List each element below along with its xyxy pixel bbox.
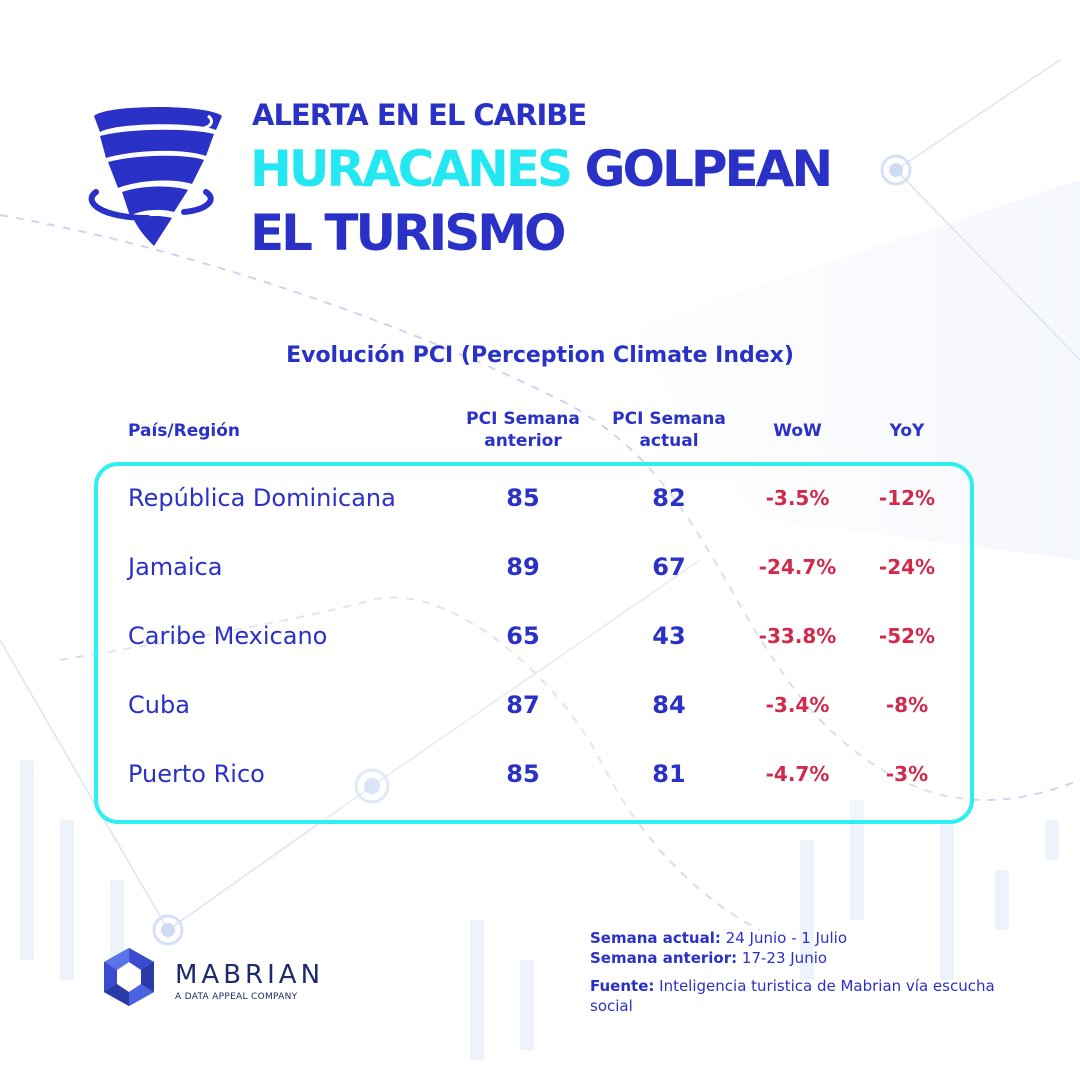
row-yoy: -8%	[885, 693, 929, 717]
table-row: Jamaica 89 67 -24.7% -24%	[0, 547, 1080, 587]
row-pci-previous: 89	[506, 553, 540, 581]
brand-name: MABRIAN	[175, 960, 325, 990]
table-row: Caribe Mexicano 65 43 -33.8% -52%	[0, 616, 1080, 656]
header-kicker: ALERTA EN EL CARIBE	[252, 98, 587, 132]
row-country: Caribe Mexicano	[128, 622, 328, 650]
row-yoy: -24%	[878, 555, 936, 579]
note-source: Fuente: Inteligencia turistica de Mabria…	[590, 976, 1010, 1016]
column-header-previous-week: PCI Semana anterior	[448, 408, 598, 452]
mabrian-logo-icon	[104, 948, 154, 1006]
row-pci-current: 81	[652, 760, 686, 788]
note-current-label: Semana actual:	[590, 929, 721, 947]
column-header-current-week: PCI Semana actual	[594, 408, 744, 452]
row-pci-previous: 85	[506, 484, 540, 512]
row-country: República Dominicana	[128, 484, 396, 512]
headline-rest: GOLPEAN	[584, 140, 833, 198]
row-pci-previous: 87	[506, 691, 540, 719]
row-yoy: -3%	[885, 762, 929, 786]
row-country: Cuba	[128, 691, 190, 719]
note-source-value: Inteligencia turistica de Mabrian vía es…	[590, 977, 995, 1015]
row-pci-current: 43	[652, 622, 686, 650]
row-yoy: -52%	[878, 624, 936, 648]
row-pci-current: 82	[652, 484, 686, 512]
row-pci-previous: 85	[506, 760, 540, 788]
row-country: Puerto Rico	[128, 760, 265, 788]
note-current-week: Semana actual: 24 Junio - 1 Julio	[590, 928, 1010, 948]
column-header-previous-line1: PCI Semana	[466, 409, 580, 429]
row-pci-current: 84	[652, 691, 686, 719]
note-source-label: Fuente:	[590, 977, 655, 995]
table-frame	[94, 462, 974, 824]
column-header-previous-line2: anterior	[484, 431, 562, 451]
column-header-current-line1: PCI Semana	[612, 409, 726, 429]
column-header-wow: WoW	[773, 421, 822, 441]
row-wow: -3.5%	[765, 486, 830, 510]
tornado-icon	[88, 107, 222, 246]
note-current-value: 24 Junio - 1 Julio	[720, 929, 847, 947]
headline-line-2: EL TURISMO	[250, 204, 567, 262]
row-pci-current: 67	[652, 553, 686, 581]
note-previous-value: 17-23 Junio	[737, 949, 828, 967]
footnotes: Semana actual: 24 Junio - 1 Julio Semana…	[590, 928, 1010, 1016]
column-header-country: País/Región	[128, 421, 241, 441]
row-wow: -24.7%	[758, 555, 837, 579]
row-wow: -33.8%	[758, 624, 837, 648]
column-header-current-line2: actual	[639, 431, 699, 451]
row-yoy: -12%	[878, 486, 936, 510]
table-title: Evolución PCI (Perception Climate Index)	[286, 343, 794, 368]
note-previous-week: Semana anterior: 17-23 Junio	[590, 948, 1010, 968]
table-row: República Dominicana 85 82 -3.5% -12%	[0, 478, 1080, 518]
row-wow: -4.7%	[765, 762, 830, 786]
column-header-yoy: YoY	[889, 421, 925, 441]
note-previous-label: Semana anterior:	[590, 949, 738, 967]
row-country: Jamaica	[128, 553, 223, 581]
headline-highlight: HURACANES	[250, 140, 573, 198]
headline-line-1: HURACANES GOLPEAN	[250, 140, 833, 198]
table-row: Cuba 87 84 -3.4% -8%	[0, 685, 1080, 725]
row-wow: -3.4%	[765, 693, 830, 717]
row-pci-previous: 65	[506, 622, 540, 650]
table-row: Puerto Rico 85 81 -4.7% -3%	[0, 754, 1080, 794]
brand-tagline: A DATA APPEAL COMPANY	[175, 992, 298, 1002]
